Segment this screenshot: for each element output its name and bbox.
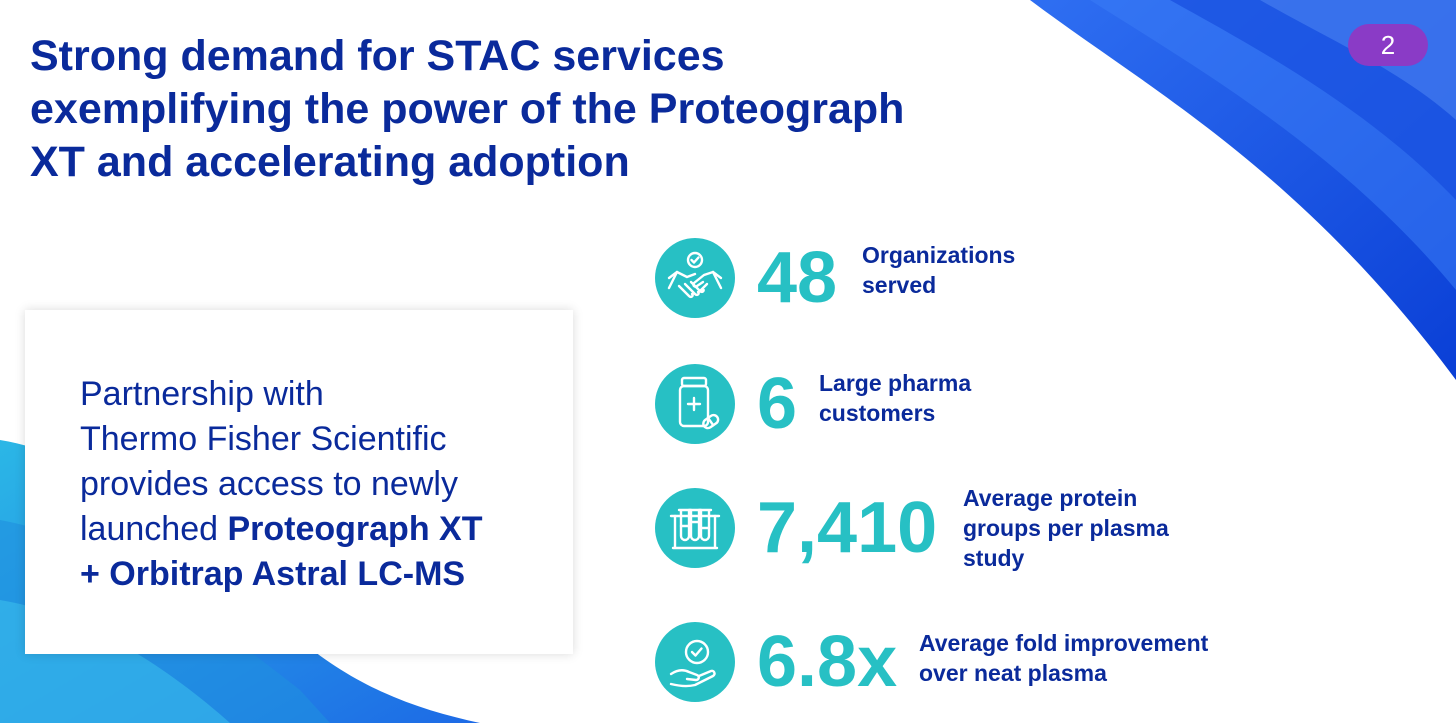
stat-protein-groups: 7,410 Average protein groups per plasma …: [655, 485, 1215, 571]
card-line: provides access to newly: [80, 462, 483, 507]
card-text-run: Thermo Fisher Scientific: [80, 420, 447, 458]
page-number-badge: 2: [1348, 24, 1428, 66]
slide-title: Strong demand for STAC services exemplif…: [30, 30, 1070, 189]
partnership-card: Partnership with Thermo Fisher Scientific…: [25, 310, 573, 654]
card-text-run: Partnership with: [80, 375, 324, 413]
hand-check-icon: [655, 622, 735, 702]
stat-label: Average fold improvement over neat plasm…: [919, 630, 1209, 686]
title-line: exemplifying the power of the Proteograp…: [30, 85, 905, 133]
card-line: + Orbitrap Astral LC-MS: [80, 552, 483, 597]
partnership-text: Partnership with Thermo Fisher Scientific…: [80, 372, 483, 597]
card-text-run: launched: [80, 510, 228, 548]
test-tubes-icon: [655, 488, 735, 568]
stat-organizations: 48 Organizations served: [655, 238, 1075, 318]
card-line: launched Proteograph XT: [80, 507, 483, 552]
title-line: XT and accelerating adoption: [30, 138, 630, 186]
stat-value: 7,410: [757, 488, 938, 568]
card-line: Thermo Fisher Scientific: [80, 417, 483, 462]
card-bold-run: + Orbitrap Astral LC-MS: [80, 555, 466, 593]
card-bold-run: Proteograph XT: [227, 510, 483, 548]
stat-label: Large pharma customers: [819, 370, 972, 426]
handshake-icon: [655, 238, 735, 318]
card-line: Partnership with: [80, 372, 483, 417]
medicine-bottle-icon: [655, 364, 735, 444]
title-line: Strong demand for STAC services: [30, 32, 725, 80]
card-text-run: provides access to newly: [80, 465, 458, 503]
stat-label: Average protein groups per plasma study: [963, 485, 1169, 571]
stat-value: 48: [757, 238, 838, 318]
stat-fold-improvement: 6.8x Average fold improvement over neat …: [655, 622, 1255, 702]
stat-value: 6: [757, 364, 798, 444]
stat-value: 6.8x: [757, 622, 898, 702]
stat-pharma: 6 Large pharma customers: [655, 364, 1075, 444]
stat-label: Organizations served: [862, 242, 1016, 298]
